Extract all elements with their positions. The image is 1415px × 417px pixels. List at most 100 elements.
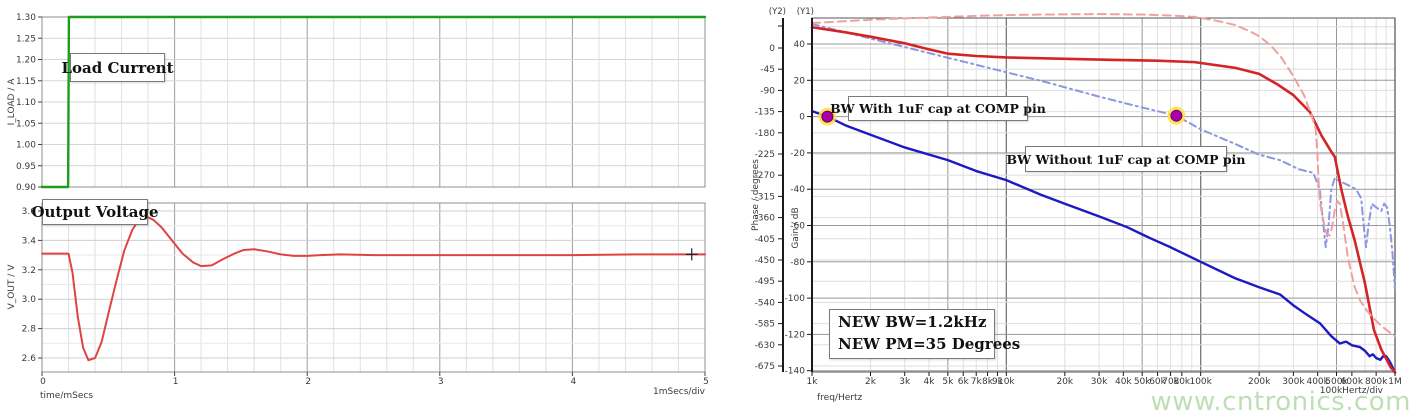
svg-text:1.15: 1.15 [16, 77, 36, 87]
svg-text:1.20: 1.20 [16, 56, 36, 66]
svg-text:-540: -540 [755, 298, 776, 308]
svg-text:60k: 60k [1149, 377, 1166, 387]
series [810, 13, 1397, 374]
svg-text:-20: -20 [790, 149, 805, 159]
output-voltage-title: Output Voltage [31, 199, 159, 225]
axis-labels: 0 -45 -90 -135 -180 -225 -270 -315 -360 -405 -450 -… [751, 7, 1402, 403]
svg-text:-315: -315 [755, 192, 775, 202]
series-phase-without-1uF-cap [811, 13, 1396, 338]
svg-text:4: 4 [571, 377, 577, 387]
svg-text:-405: -405 [755, 235, 775, 245]
svg-text:-180: -180 [755, 129, 776, 139]
svg-text:100k: 100k [1189, 377, 1212, 387]
svg-text:400k: 400k [1306, 377, 1329, 387]
svg-text:3.6: 3.6 [22, 207, 37, 217]
svg-text:1.30: 1.30 [16, 13, 36, 23]
svg-text:50k: 50k [1134, 377, 1151, 387]
grid [42, 17, 705, 372]
bw-without-cap-annotation: BW Without 1uF cap at COMP pin [1007, 146, 1246, 172]
svg-text:2: 2 [305, 377, 311, 387]
svg-text:4k: 4k [924, 377, 936, 387]
svg-text:1.25: 1.25 [16, 34, 36, 44]
svg-text:40k: 40k [1115, 377, 1132, 387]
svg-text:100kHertz/div: 100kHertz/div [1320, 386, 1384, 396]
svg-text:40: 40 [794, 40, 806, 50]
svg-text:-90: -90 [760, 86, 775, 96]
svg-text:-225: -225 [755, 150, 775, 160]
bw-marker-with-cap [818, 107, 837, 126]
svg-text:6k: 6k [958, 377, 970, 387]
svg-text:20: 20 [794, 76, 806, 86]
transient-chart-canvas: 1.30 1.25 1.20 1.15 1.10 1.05 1.00 0.95 0.90 3.6 3… [7, 13, 709, 401]
svg-text:-495: -495 [755, 277, 775, 287]
svg-text:7k: 7k [971, 377, 983, 387]
svg-text:80k: 80k [1173, 377, 1190, 387]
new-pm-line: NEW PM=35 Degrees [838, 335, 1021, 353]
series-gain-with-1uF-cap [810, 109, 1397, 374]
svg-text:0: 0 [769, 44, 775, 54]
cursor-cross [685, 248, 698, 261]
svg-text:1M: 1M [1388, 377, 1402, 387]
svg-text:0: 0 [40, 377, 46, 387]
bode-chart-panel: 0 -45 -90 -135 -180 -225 -270 -315 -360 -405 -450 -… [710, 0, 1415, 417]
svg-text:-100: -100 [785, 294, 806, 304]
svg-text:600k: 600k [1341, 377, 1364, 387]
svg-text:I_LOAD / A: I_LOAD / A [7, 78, 17, 126]
svg-text:Phase / degrees: Phase / degrees [751, 159, 761, 231]
svg-text:-60: -60 [790, 222, 805, 232]
svg-text:-585: -585 [755, 320, 775, 330]
svg-text:-120: -120 [785, 330, 806, 340]
svg-text:500k: 500k [1325, 377, 1348, 387]
bw-with-cap-annotation: BW With 1uF cap at COMP pin [830, 96, 1046, 121]
bw-markers [818, 106, 1186, 126]
svg-text:-270: -270 [755, 171, 776, 181]
svg-text:time/mSecs: time/mSecs [40, 391, 93, 401]
svg-text:-675: -675 [755, 362, 775, 372]
svg-text:(Y2): (Y2) [769, 7, 786, 17]
svg-text:2.8: 2.8 [22, 325, 37, 335]
svg-text:300k: 300k [1282, 377, 1305, 387]
svg-text:200k: 200k [1248, 377, 1271, 387]
svg-text:1mSecs/div: 1mSecs/div [653, 387, 706, 397]
series-phase-with-1uF-cap [810, 25, 1397, 374]
grid [811, 18, 1396, 372]
svg-text:3: 3 [438, 377, 444, 387]
svg-text:3.2: 3.2 [22, 266, 36, 276]
svg-text:Gain / dB: Gain / dB [791, 207, 801, 248]
svg-text:0.95: 0.95 [16, 162, 36, 172]
bode-chart-canvas: 0 -45 -90 -135 -180 -225 -270 -315 -360 -405 -450 -… [751, 7, 1402, 403]
svg-text:1.10: 1.10 [16, 98, 36, 108]
svg-text:1: 1 [173, 377, 179, 387]
svg-text:10k: 10k [998, 377, 1015, 387]
cntronics-watermark: www.cntronics.com [1150, 387, 1411, 417]
svg-text:-45: -45 [760, 65, 775, 75]
svg-text:0.90: 0.90 [16, 183, 36, 193]
svg-text:(Y1): (Y1) [797, 7, 814, 17]
svg-text:2.6: 2.6 [22, 354, 37, 364]
svg-text:-135: -135 [755, 108, 775, 118]
transient-chart-panel: 1.30 1.25 1.20 1.15 1.10 1.05 1.00 0.95 0.90 3.6 3… [7, 13, 709, 401]
svg-text:1.05: 1.05 [16, 119, 36, 129]
svg-text:800k: 800k [1365, 377, 1388, 387]
svg-text:0: 0 [799, 113, 805, 123]
svg-text:-450: -450 [755, 256, 776, 266]
series [40, 15, 707, 362]
svg-text:8k: 8k [982, 377, 994, 387]
bw-marker-without-cap [1167, 106, 1186, 125]
svg-text:3.0: 3.0 [22, 295, 37, 305]
svg-text:30k: 30k [1091, 377, 1108, 387]
axis-labels: 1.30 1.25 1.20 1.15 1.10 1.05 1.00 0.95 0.90 3.6 3… [7, 13, 709, 401]
svg-text:20k: 20k [1056, 377, 1073, 387]
svg-text:3k: 3k [899, 377, 911, 387]
svg-text:2k: 2k [865, 377, 877, 387]
svg-text:-360: -360 [755, 214, 776, 224]
series-gain-without-1uF-cap [811, 23, 1396, 291]
svg-text:5: 5 [703, 377, 709, 387]
new-bw-line: NEW BW=1.2kHz [838, 313, 987, 332]
svg-text:9k: 9k [992, 377, 1004, 387]
svg-text:1k: 1k [807, 377, 819, 387]
svg-text:-140: -140 [785, 367, 806, 377]
svg-text:-630: -630 [755, 341, 776, 351]
svg-text:V_OUT / V: V_OUT / V [7, 264, 17, 310]
